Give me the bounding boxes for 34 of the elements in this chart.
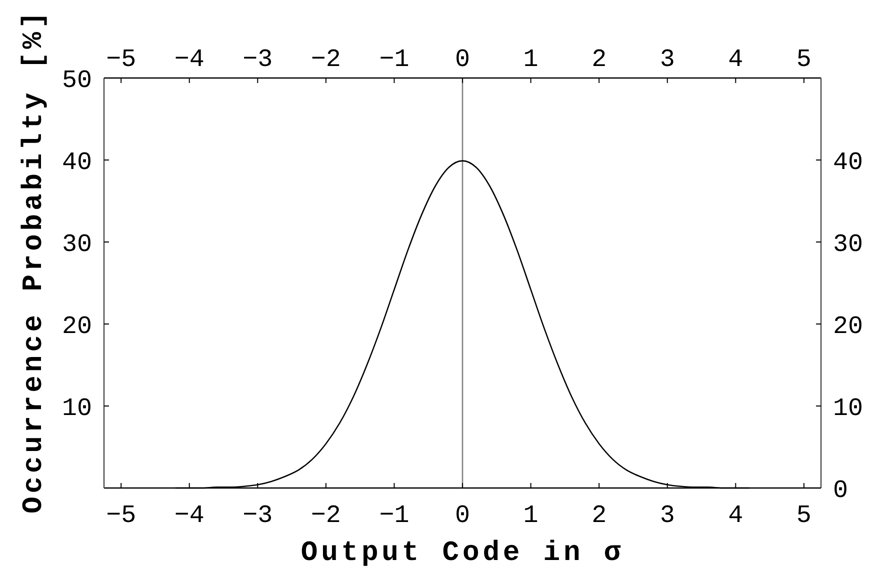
x-axis-title: Output Code in σ	[300, 538, 624, 567]
x2-tick-label: 0	[454, 501, 470, 530]
y2-tick-label: 0	[833, 476, 848, 505]
y-tick-label: 30	[62, 230, 92, 259]
x2-tick-label: −5	[106, 501, 136, 530]
x2-tick-label: 3	[660, 501, 675, 530]
x-tick-label: −2	[310, 45, 341, 74]
x2-tick-label: 2	[592, 501, 607, 530]
x2-tick-label: −1	[379, 501, 410, 530]
x-tick-label: 3	[660, 45, 675, 74]
x-tick-label: −3	[242, 45, 273, 74]
y-tick-label: 10	[62, 394, 92, 423]
x-tick-label: −5	[106, 45, 136, 74]
x-tick-label: 0	[454, 45, 470, 74]
x2-tick-label: 4	[728, 501, 744, 530]
y2-tick-label: 10	[833, 394, 864, 423]
y2-tick-label: 40	[833, 148, 864, 177]
x-tick-label: −1	[379, 45, 410, 74]
y2-tick-label: 30	[833, 230, 864, 259]
y-axis-title: Occurrence Probabilty [%]	[19, 8, 50, 514]
y2-tick-label: 20	[833, 312, 864, 341]
x-tick-label: 1	[523, 45, 538, 74]
y-tick-label: 40	[62, 148, 92, 177]
x-tick-label: 4	[728, 45, 744, 74]
y-tick-label: 50	[62, 66, 92, 95]
x2-tick-label: −3	[242, 501, 273, 530]
x2-tick-label: −2	[310, 501, 341, 530]
x-tick-label: 2	[592, 45, 607, 74]
x2-tick-label: 5	[796, 501, 812, 530]
x2-tick-label: 1	[523, 501, 538, 530]
x-tick-label: 5	[796, 45, 812, 74]
y-tick-label: 20	[62, 312, 92, 341]
x-tick-label: −4	[174, 45, 204, 74]
x2-tick-label: −4	[174, 501, 204, 530]
